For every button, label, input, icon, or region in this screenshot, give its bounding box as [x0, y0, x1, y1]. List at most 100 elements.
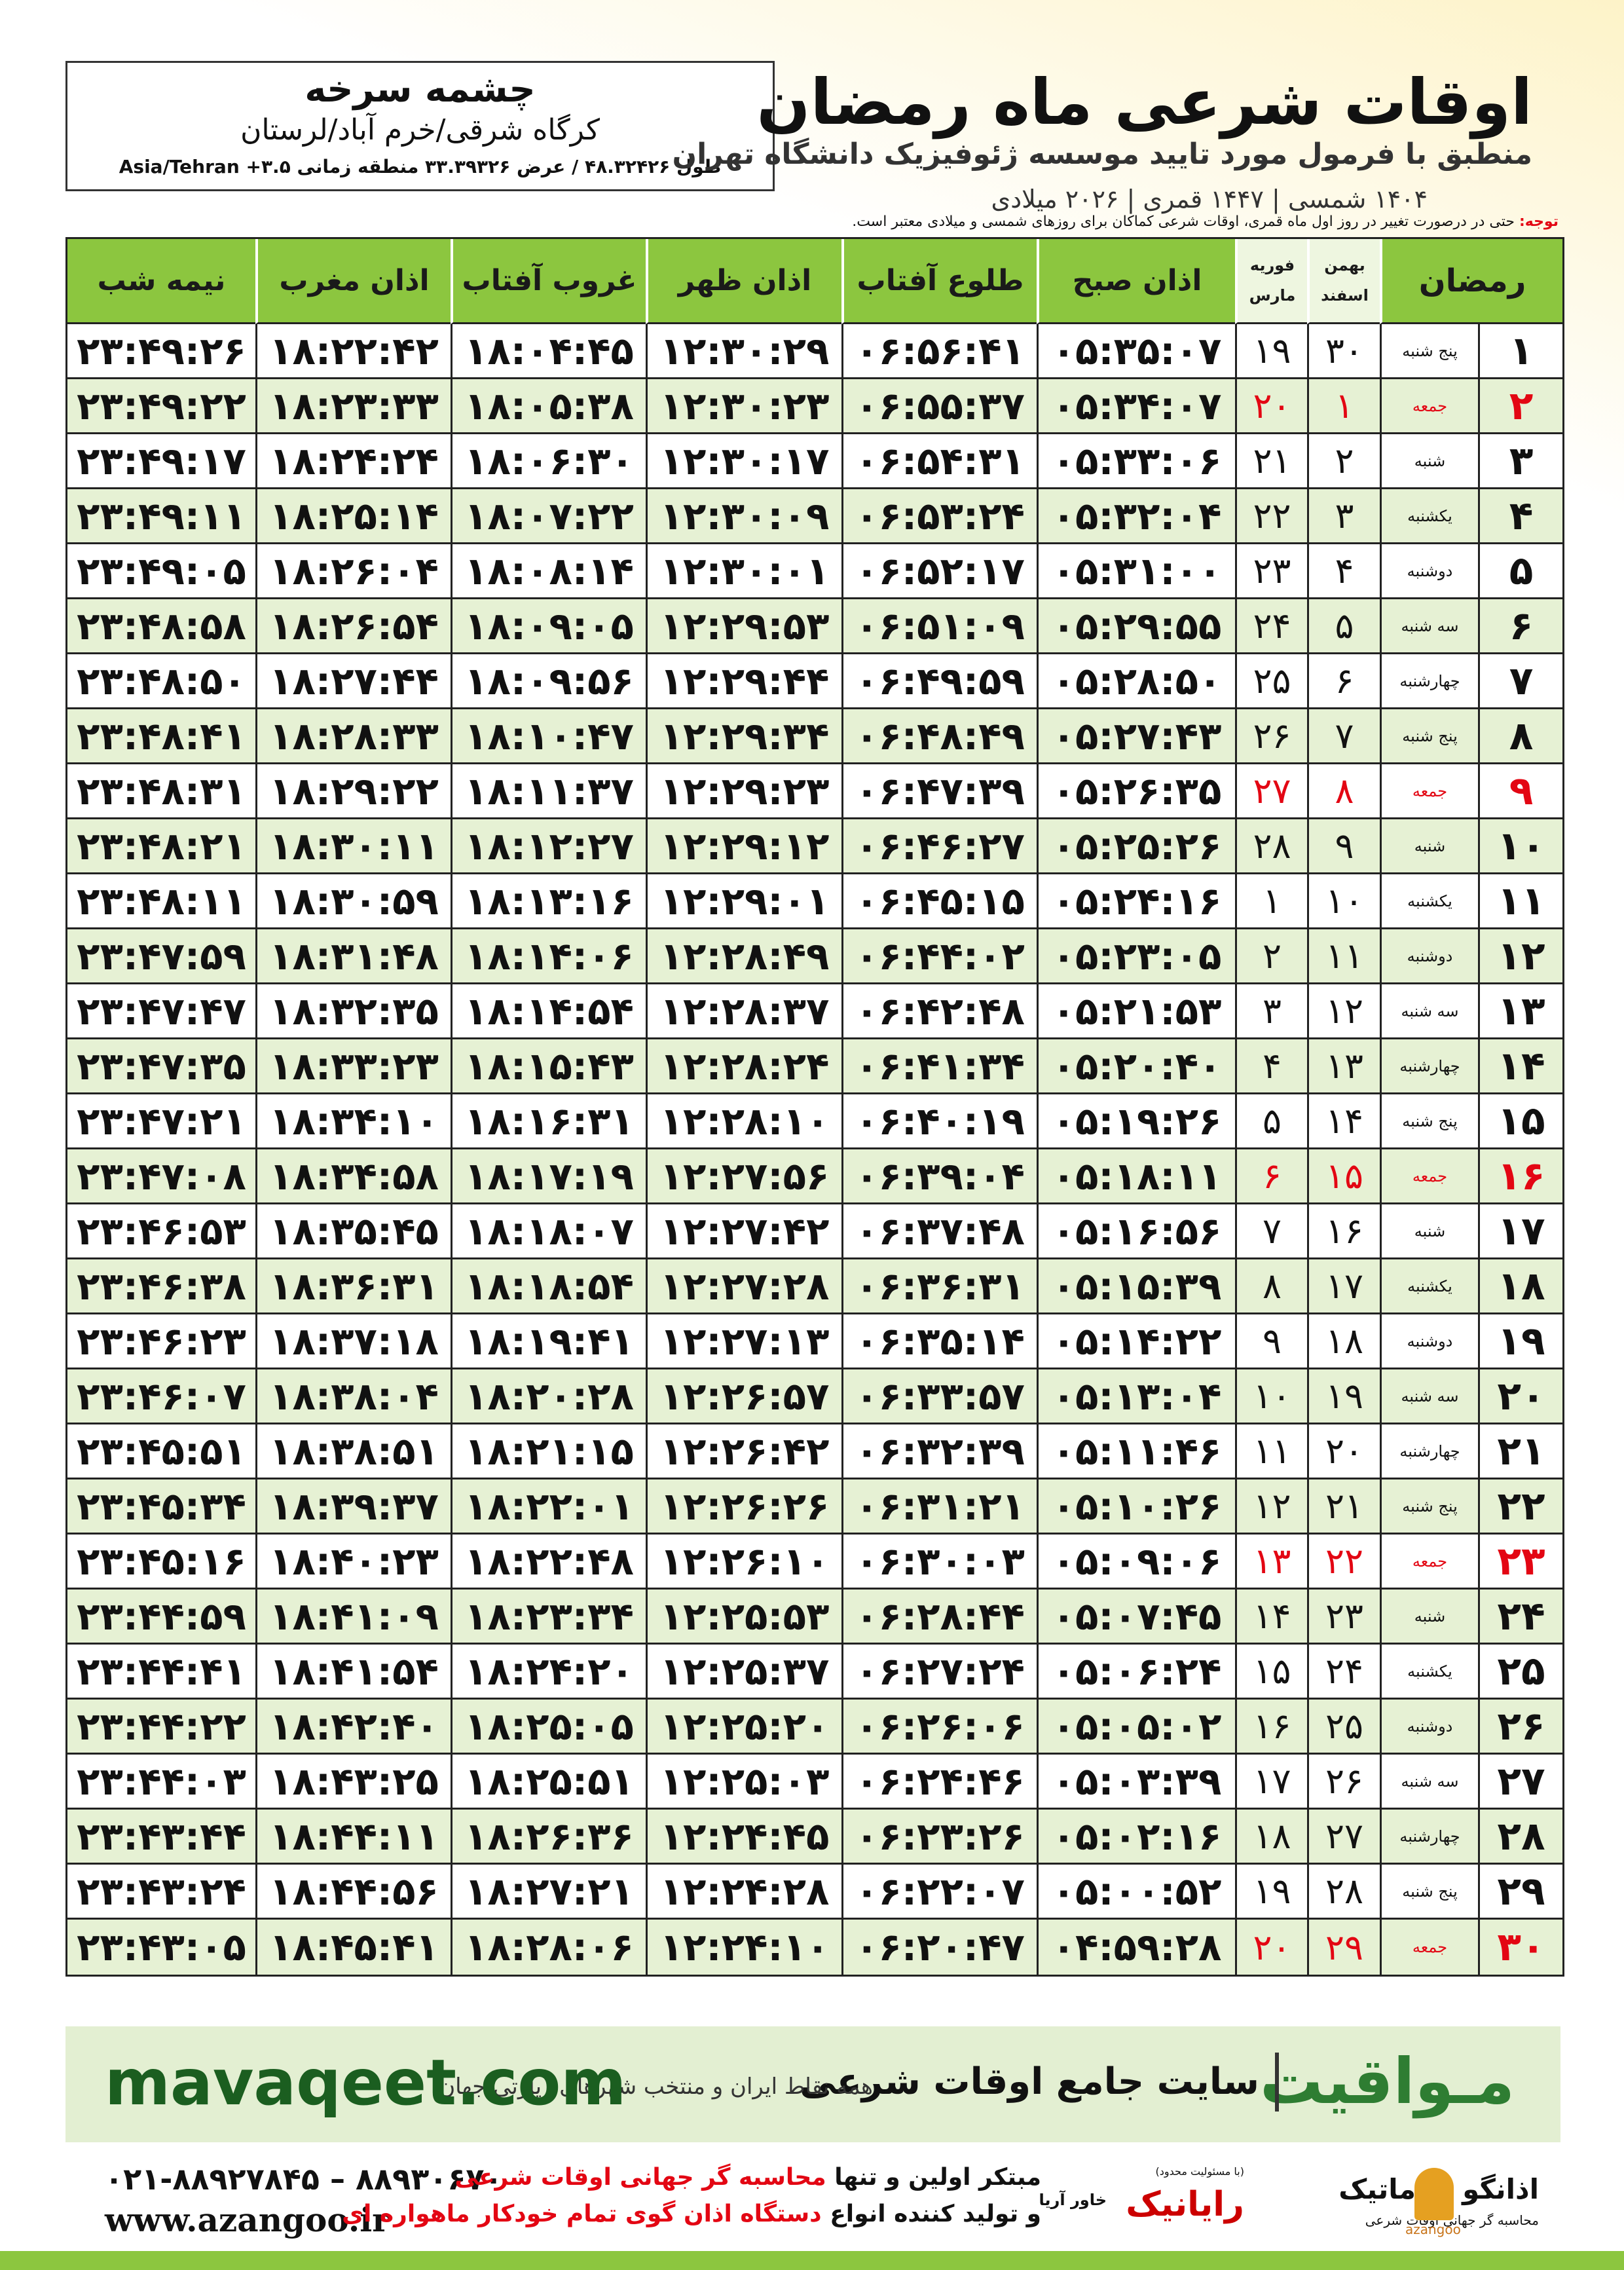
- site: mavaqeet.com: [105, 2046, 627, 2119]
- time-cell: ۱۲:۲۹:۱۲: [646, 819, 841, 874]
- date-cell: ۲۳: [1478, 1535, 1562, 1590]
- logo1: رایانیک: [1126, 2185, 1244, 2224]
- time-cell: ۰۵:۰۲:۱۶: [1037, 1810, 1235, 1865]
- time-cell: ۲۳:۴۴:۰۳: [67, 1755, 255, 1810]
- time-cell: ۰۶:۵۳:۲۴: [841, 489, 1037, 544]
- time-cell: ۰۵:۲۶:۳۵: [1037, 764, 1235, 819]
- date-cell: ۲۰: [1478, 1369, 1562, 1424]
- date-cell: ۶: [1307, 654, 1380, 709]
- time-cell: ۰۵:۱۴:۲۲: [1037, 1314, 1235, 1369]
- time-cell: ۰۵:۳۱:۰۰: [1037, 544, 1235, 599]
- time-cell: ۰۵:۲۹:۵۵: [1037, 599, 1235, 654]
- time-cell: ۱۸:۱۴:۵۴: [451, 984, 646, 1039]
- time-cell: ۱۸:۲۸:۳۳: [255, 709, 451, 764]
- time-cell: ۰۵:۲۷:۴۳: [1037, 709, 1235, 764]
- date-cell: ۱۱: [1307, 929, 1380, 984]
- time-cell: ۱۲:۲۹:۵۳: [646, 599, 841, 654]
- date-cell: ۱۵: [1307, 1149, 1380, 1204]
- header-cell: طلوع آفتاب: [841, 239, 1037, 324]
- time-cell: ۰۶:۴۷:۳۹: [841, 764, 1037, 819]
- date-cell: یکشنبه: [1380, 874, 1478, 929]
- time-cell: ۱۲:۲۸:۴۹: [646, 929, 841, 984]
- logo1-sub: خاور آریا: [1039, 2191, 1107, 2209]
- time-cell: ۲۳:۴۶:۳۸: [67, 1259, 255, 1314]
- row: ۱۱ یکشنبه ۱۰ ۱ ۰۵:۲۴:۱۶ ۰۶:۴۵:۱۵ ۱۲:۲۹:۰۱ ۱۸:۱۳…: [67, 874, 1562, 929]
- time-cell: ۱۸:۳۰:۵۹: [255, 874, 451, 929]
- row: ۲۵ یکشنبه ۲۴ ۱۵ ۰۵:۰۶:۲۴ ۰۶:۲۷:۲۴ ۱۲:۲۵:۳۷ ۱۸:۲…: [67, 1645, 1562, 1700]
- row: ۶ سه شنبه ۵ ۲۴ ۰۵:۲۹:۵۵ ۰۶:۵۱:۰۹ ۱۲:۲۹:۵۳ ۱۸:۰۹…: [67, 599, 1562, 654]
- time-cell: ۲۳:۴۴:۵۹: [67, 1590, 255, 1645]
- time-cell: ۲۳:۴۵:۱۶: [67, 1535, 255, 1590]
- time-cell: ۲۳:۴۶:۰۷: [67, 1369, 255, 1424]
- header-label: فوریه: [1249, 255, 1295, 274]
- date-cell: ۲۱: [1307, 1479, 1380, 1535]
- date-cell: ۱۴: [1478, 1039, 1562, 1094]
- row: ۲۳ جمعه ۲۲ ۱۳ ۰۵:۰۹:۰۶ ۰۶:۳۰:۰۳ ۱۲:۲۶:۱۰ ۱۸:۲۲:…: [67, 1535, 1562, 1590]
- header-cell: بهمن اسفند: [1307, 239, 1380, 324]
- time-cell: ۰۶:۲۸:۴۴: [841, 1590, 1037, 1645]
- time-cell: ۰۶:۲۳:۲۶: [841, 1810, 1037, 1865]
- time-cell: ۰۶:۲۲:۰۷: [841, 1865, 1037, 1920]
- header-cell: فوریه مارس: [1235, 239, 1307, 324]
- date-cell: چهارشنبه: [1380, 1424, 1478, 1479]
- time-cell: ۰۵:۰۵:۰۲: [1037, 1700, 1235, 1755]
- date-cell: ۲: [1478, 379, 1562, 434]
- date-cell: ۷: [1307, 709, 1380, 764]
- text: و تولید کننده انواع: [830, 2201, 1041, 2227]
- time-cell: ۰۶:۴۴:۰۲: [841, 929, 1037, 984]
- date-cell: ۲۷: [1307, 1810, 1380, 1865]
- date-cell: ۱۶: [1478, 1149, 1562, 1204]
- date-cell: ۶: [1478, 599, 1562, 654]
- time-cell: ۱۸:۰۸:۱۴: [451, 544, 646, 599]
- date-cell: ۲۷: [1235, 764, 1307, 819]
- highlight: محاسبه گر جهانی اوقات شرعی: [454, 2164, 826, 2191]
- time-cell: ۱۲:۲۸:۲۴: [646, 1039, 841, 1094]
- time-cell: ۱۲:۲۵:۰۳: [646, 1755, 841, 1810]
- date-cell: چهارشنبه: [1380, 654, 1478, 709]
- date-cell: ۱۳: [1307, 1039, 1380, 1094]
- time-cell: ۱۲:۲۶:۴۲: [646, 1424, 841, 1479]
- time-cell: ۲۳:۴۸:۴۱: [67, 709, 255, 764]
- time-cell: ۱۸:۲۳:۳۳: [255, 379, 451, 434]
- row: ۱۰ شنبه ۹ ۲۸ ۰۵:۲۵:۲۶ ۰۶:۴۶:۲۷ ۱۲:۲۹:۱۲ ۱۸:۱۲:۲…: [67, 819, 1562, 874]
- time-cell: ۰۶:۳۵:۱۴: [841, 1314, 1037, 1369]
- time-cell: ۰۵:۲۰:۴۰: [1037, 1039, 1235, 1094]
- date-cell: ۱۸: [1235, 1810, 1307, 1865]
- row: ۲۰ سه شنبه ۱۹ ۱۰ ۰۵:۱۳:۰۴ ۰۶:۳۳:۵۷ ۱۲:۲۶:۵۷ ۱۸:…: [67, 1369, 1562, 1424]
- time-cell: ۰۵:۳۲:۰۴: [1037, 489, 1235, 544]
- time-cell: ۰۶:۲۷:۲۴: [841, 1645, 1037, 1700]
- row: ۲۱ چهارشنبه ۲۰ ۱۱ ۰۵:۱۱:۴۶ ۰۶:۳۲:۳۹ ۱۲:۲۶:۴۲ ۱۸…: [67, 1424, 1562, 1479]
- date-cell: ۲۰: [1307, 1424, 1380, 1479]
- note: توجه: حتی در درصورت تغییر در روز اول ماه…: [852, 214, 1559, 230]
- date-cell: ۲۱: [1478, 1424, 1562, 1479]
- date-cell: ۸: [1307, 764, 1380, 819]
- time-cell: ۱۸:۱۰:۴۷: [451, 709, 646, 764]
- row: ۱۲ دوشنبه ۱۱ ۲ ۰۵:۲۳:۰۵ ۰۶:۴۴:۰۲ ۱۲:۲۸:۴۹ ۱۸:۱۴…: [67, 929, 1562, 984]
- date-cell: ۵: [1235, 1094, 1307, 1149]
- time-cell: ۱۸:۳۴:۵۸: [255, 1149, 451, 1204]
- date-cell: یکشنبه: [1380, 1645, 1478, 1700]
- logo2-en: azangoo: [1405, 2222, 1461, 2237]
- row: ۱ پنج شنبه ۳۰ ۱۹ ۰۵:۳۵:۰۷ ۰۶:۵۶:۴۱ ۱۲:۳۰:۲۹ ۱۸:…: [67, 324, 1562, 379]
- date-cell: دوشنبه: [1380, 1700, 1478, 1755]
- date-cell: ۱۱: [1478, 874, 1562, 929]
- date-cell: چهارشنبه: [1380, 1810, 1478, 1865]
- logo2-icon: [1414, 2168, 1454, 2220]
- footer-line-2: و تولید کننده انواع دستگاه اذان گوی تمام…: [342, 2201, 1041, 2227]
- time-cell: ۲۳:۴۸:۳۱: [67, 764, 255, 819]
- time-cell: ۱۸:۳۱:۴۸: [255, 929, 451, 984]
- date-cell: ۳: [1478, 434, 1562, 489]
- time-cell: ۱۲:۳۰:۰۱: [646, 544, 841, 599]
- date-cell: ۲۲: [1235, 489, 1307, 544]
- time-cell: ۰۶:۴۹:۵۹: [841, 654, 1037, 709]
- date-cell: ۱۷: [1307, 1259, 1380, 1314]
- date-cell: ۲۴: [1235, 599, 1307, 654]
- time-cell: ۰۶:۵۵:۳۷: [841, 379, 1037, 434]
- date-cell: جمعه: [1380, 1149, 1478, 1204]
- date-cell: دوشنبه: [1380, 929, 1478, 984]
- time-cell: ۰۵:۰۰:۵۲: [1037, 1865, 1235, 1920]
- time-cell: ۰۵:۰۶:۲۴: [1037, 1645, 1235, 1700]
- row: ۹ جمعه ۸ ۲۷ ۰۵:۲۶:۳۵ ۰۶:۴۷:۳۹ ۱۲:۲۹:۲۳ ۱۸:۱۱:۳۷…: [67, 764, 1562, 819]
- phones: ۰۲۱-۸۸۹۲۷۸۴۵ – ۸۸۹۳۰۶۷۰: [105, 2161, 503, 2197]
